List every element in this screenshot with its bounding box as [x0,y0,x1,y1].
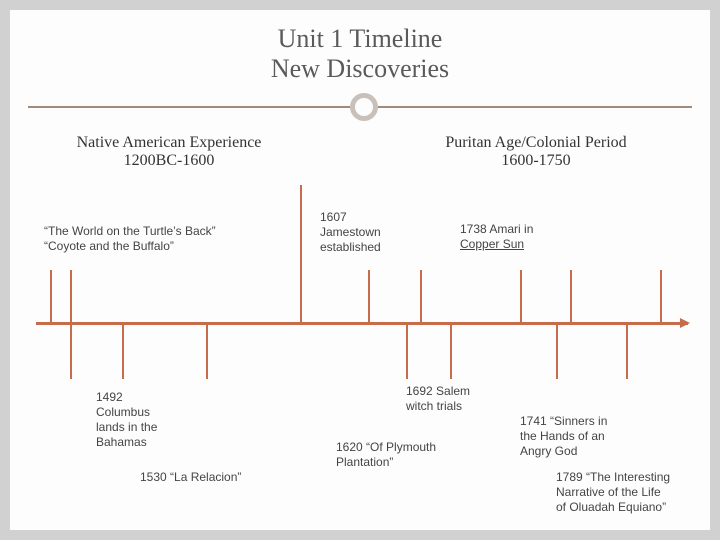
timeline-annotation-equiano: 1789 “The InterestingNarrative of the Li… [556,470,710,515]
annotation-line: lands in the [96,420,196,435]
annotation-line: 1492 [96,390,196,405]
title-block: Unit 1 Timeline New Discoveries [10,10,710,84]
annotation-line: witch trials [406,399,506,414]
annotation-line: Copper Sun [460,237,580,252]
timeline-annotation-columbus: 1492Columbuslands in theBahamas [96,390,196,450]
annotation-line: 1738 Amari in [460,222,580,237]
slide: Unit 1 Timeline New Discoveries Native A… [10,10,710,530]
tick-down-icon [626,324,628,379]
annotation-line: Plantation” [336,455,476,470]
annotation-line: 1789 “The Interesting [556,470,710,485]
annotation-line: “Coyote and the Buffalo” [44,239,274,254]
annotation-line: of Oluadah Equiano” [556,500,710,515]
timeline-annotation-plymouth: 1620 “Of PlymouthPlantation” [336,440,476,470]
period-name: Native American Experience [44,134,294,152]
period-heading: Native American Experience1200BC-1600 [44,134,294,170]
tick-up-icon [70,270,72,324]
annotation-line: established [320,240,410,255]
tick-down-icon [406,324,408,379]
period-name: Puritan Age/Colonial Period [406,134,666,152]
tick-up-icon [520,270,522,324]
era-divider [300,185,302,323]
title-line-2: New Discoveries [10,54,710,84]
title-rule-circle-icon [350,93,378,121]
annotation-line: “The World on the Turtle’s Back” [44,224,274,239]
tick-up-icon [50,270,52,324]
tick-up-icon [660,270,662,324]
tick-down-icon [556,324,558,379]
annotation-line: 1741 “Sinners in [520,414,660,429]
annotation-line: 1607 [320,210,410,225]
annotation-line: Bahamas [96,435,196,450]
period-heading: Puritan Age/Colonial Period1600-1750 [406,134,666,170]
annotation-line: 1530 “La Relacion” [140,470,290,485]
timeline-axis [36,322,688,325]
annotation-line: Columbus [96,405,196,420]
period-dates: 1600-1750 [406,152,666,170]
timeline-annotation-amari: 1738 Amari inCopper Sun [460,222,580,252]
annotation-line: Angry God [520,444,660,459]
annotation-line: 1692 Salem [406,384,506,399]
timeline-annotation-sinners: 1741 “Sinners inthe Hands of anAngry God [520,414,660,459]
annotation-line: Jamestown [320,225,410,240]
tick-down-icon [122,324,124,379]
timeline-annotation-jamestown: 1607Jamestownestablished [320,210,410,255]
period-dates: 1200BC-1600 [44,152,294,170]
timeline-annotation-turtle: “The World on the Turtle’s Back”“Coyote … [44,224,274,254]
annotation-line: the Hands of an [520,429,660,444]
annotation-line: Narrative of the Life [556,485,710,500]
title-line-1: Unit 1 Timeline [10,24,710,54]
tick-up-icon [420,270,422,324]
tick-down-icon [450,324,452,379]
timeline-annotation-salem: 1692 Salemwitch trials [406,384,506,414]
tick-up-icon [368,270,370,324]
annotation-line: 1620 “Of Plymouth [336,440,476,455]
timeline-annotation-relacion: 1530 “La Relacion” [140,470,290,485]
tick-up-icon [570,270,572,324]
tick-down-icon [70,324,72,379]
tick-down-icon [206,324,208,379]
